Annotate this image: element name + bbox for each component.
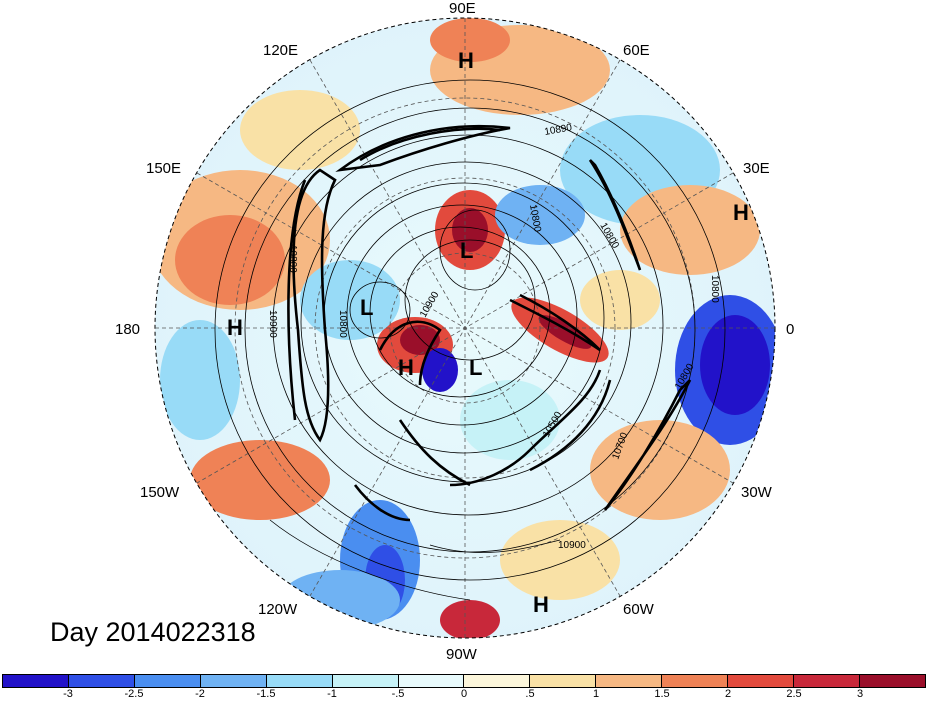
- colorbar-tick-label: 0: [460, 688, 468, 700]
- colorbar-tick-label: 3: [856, 688, 864, 700]
- high-marker: H: [398, 355, 414, 380]
- lon-label-90e: 90E: [449, 0, 476, 17]
- lon-label-60e: 60E: [623, 42, 650, 59]
- colorbar-swatch: [530, 675, 597, 687]
- colorbar-swatch: [398, 675, 465, 687]
- colorbar-tick-label: -1: [327, 688, 337, 700]
- colorbar-swatch: [3, 675, 69, 687]
- colorbar-swatch: [728, 675, 795, 687]
- colorbar-tick-label: -2.5: [124, 688, 144, 700]
- lon-label-30e: 30E: [743, 160, 770, 177]
- colorbar-swatch: [332, 675, 399, 687]
- lon-label-150w: 150W: [140, 484, 180, 501]
- lon-label-120w: 120W: [258, 601, 298, 618]
- high-marker: H: [533, 592, 549, 617]
- contour-label: 10900: [267, 310, 278, 338]
- temperature-anomaly-field: [155, 18, 775, 638]
- high-marker: H: [733, 200, 749, 225]
- lon-label-150e: 150E: [146, 160, 181, 177]
- colorbar-tick-label: -2: [195, 688, 205, 700]
- high-marker: H: [227, 315, 243, 340]
- contour-label: 10800: [709, 275, 720, 303]
- colorbar-tick-label: -3: [63, 688, 73, 700]
- colorbar-swatch: [859, 675, 925, 687]
- colorbar-tick-label: 1.5: [654, 688, 670, 700]
- colorbar-swatch: [68, 675, 135, 687]
- contour-label: 10800: [287, 245, 298, 273]
- date-title: Day 2014022318: [50, 617, 256, 647]
- lon-label-0: 0: [786, 321, 794, 338]
- graticule: [154, 17, 776, 639]
- colorbar-tick-label: -1.5: [256, 688, 276, 700]
- colorbar-swatch: [200, 675, 267, 687]
- colorbar-swatch: [134, 675, 201, 687]
- lon-label-30w: 30W: [741, 484, 773, 501]
- low-marker: L: [360, 295, 373, 320]
- colorbar-swatch: [596, 675, 663, 687]
- lon-label-60w: 60W: [623, 601, 655, 618]
- lon-label-90w: 90W: [446, 646, 478, 663]
- lon-label-120e: 120E: [263, 42, 298, 59]
- colorbar-swatch: [266, 675, 333, 687]
- colorbar-tick-label: 2.5: [786, 688, 802, 700]
- colorbar: [2, 674, 926, 688]
- colorbar-swatch: [464, 675, 531, 687]
- lon-label-180: 180: [115, 321, 140, 338]
- colorbar-tick-label: 1: [592, 688, 600, 700]
- contour-label: 10800: [337, 310, 348, 338]
- contour-label: 10800: [527, 204, 543, 234]
- colorbar-swatch: [662, 675, 729, 687]
- low-marker: L: [469, 355, 482, 380]
- longitude-labels: 90E 120E 60E 150E 30E 180 0 150W 30W 120…: [115, 0, 794, 663]
- contour-label: 10900: [558, 540, 586, 551]
- colorbar-tick-label: -.5: [391, 688, 405, 700]
- contour-label: 10890: [544, 122, 574, 138]
- colorbar-swatch: [794, 675, 860, 687]
- pressure-markers: H H L L H H L H: [227, 48, 749, 617]
- height-contours: [214, 79, 726, 601]
- colorbar-tick-label: .5: [525, 688, 535, 700]
- colorbar-ticks: -3 -2.5 -2 -1.5 -1 -.5 0 .5 1 1.5 2 2.5 3: [2, 688, 926, 702]
- jet-stream-contours: [287, 124, 692, 522]
- colorbar-tick-label: 2: [724, 688, 732, 700]
- low-marker: L: [460, 238, 473, 263]
- high-marker: H: [458, 48, 474, 73]
